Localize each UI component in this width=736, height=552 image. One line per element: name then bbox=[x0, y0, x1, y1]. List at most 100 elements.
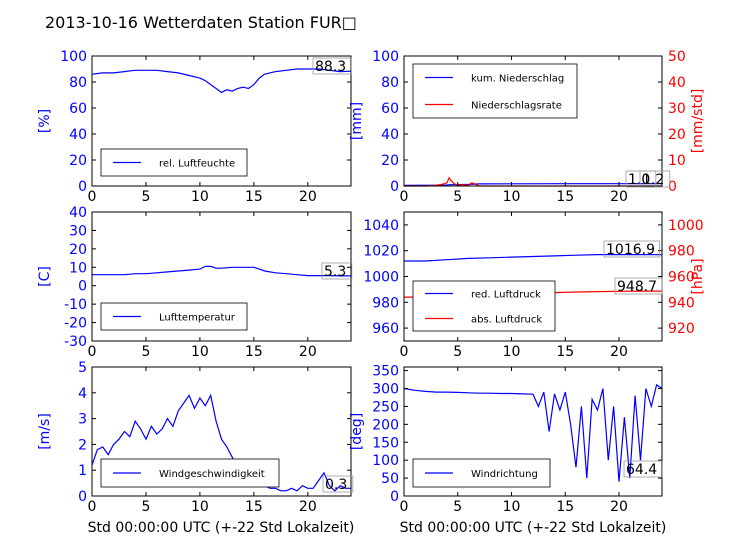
y-axis-label: [C] bbox=[37, 266, 53, 287]
x-tick-label: 5 bbox=[453, 499, 462, 515]
x-tick-label: 15 bbox=[556, 189, 574, 205]
x-tick-label: 10 bbox=[191, 344, 209, 360]
y-axis-label: [mm] bbox=[349, 102, 365, 140]
x-tick-label: 10 bbox=[503, 499, 521, 515]
y2-tick-label: 10 bbox=[668, 153, 686, 169]
series-line-0-0 bbox=[91, 68, 352, 94]
x-axis-label-left: Std 00:00:00 UTC (+-22 Std Lokalzeit) bbox=[88, 520, 355, 536]
legend-box bbox=[412, 280, 556, 332]
legend-label: Windrichtung bbox=[471, 469, 538, 480]
legend-label: red. Luftdruck bbox=[471, 290, 541, 301]
annotation-value: 1.2 bbox=[642, 172, 664, 188]
y-tick-label: 1020 bbox=[363, 244, 399, 260]
annotation-box bbox=[623, 460, 663, 478]
x-tick-label: 10 bbox=[191, 499, 209, 515]
annotation-value: 5.3 bbox=[324, 264, 346, 280]
legend-box bbox=[412, 63, 578, 119]
x-tick-label: 5 bbox=[141, 344, 150, 360]
legend-label: rel. Luftfeuchte bbox=[159, 159, 235, 170]
y-axis-label: [deg] bbox=[349, 413, 365, 450]
panel-precipitation: 0 5 10 15 20 0 20 40 60 80 100 0 10 20 30 40 50 [mm] [mm/s… bbox=[349, 49, 706, 205]
legend-label: Lufttemperatur bbox=[159, 313, 236, 324]
y-tick-label: 3 bbox=[78, 412, 87, 428]
series-line-2-0 bbox=[92, 265, 351, 277]
y-tick-label: 60 bbox=[381, 101, 399, 117]
plot-frame bbox=[91, 366, 352, 497]
y2-tick-label: 50 bbox=[668, 49, 686, 65]
legend-label: Windgeschwindigkeit bbox=[159, 469, 265, 480]
y-tick-label: 60 bbox=[69, 101, 87, 117]
x-tick-label: 20 bbox=[299, 189, 317, 205]
annotation-box bbox=[614, 277, 663, 295]
annotation-value: 64.4 bbox=[626, 462, 657, 478]
annotation-box bbox=[312, 57, 352, 75]
y-tick-label: 40 bbox=[69, 127, 87, 143]
x-tick-label: 15 bbox=[556, 499, 574, 515]
y-tick-label: 80 bbox=[381, 75, 399, 91]
panel-pressure: 0 5 10 15 20 960 980 1000 1020 1040 920 940 960 980 10… bbox=[363, 211, 706, 360]
y2-tick-label: 960 bbox=[668, 270, 695, 286]
x-tick-label: 5 bbox=[141, 499, 150, 515]
x-tick-label: 5 bbox=[453, 344, 462, 360]
legend-label: kum. Niederschlag bbox=[471, 74, 564, 85]
y-tick-label: -30 bbox=[64, 334, 87, 350]
y-tick-label: 200 bbox=[372, 417, 399, 433]
x-tick-label: 15 bbox=[245, 499, 263, 515]
annotation-box bbox=[322, 475, 354, 493]
x-tick-label: 0 bbox=[400, 344, 409, 360]
plot-frame bbox=[403, 366, 663, 497]
y-tick-label: 80 bbox=[69, 75, 87, 91]
y-tick-label: 40 bbox=[69, 205, 87, 221]
y-tick-label: 100 bbox=[60, 49, 87, 65]
y-tick-label: 960 bbox=[372, 321, 399, 337]
plot-frame bbox=[91, 55, 352, 187]
series-line-1-0 bbox=[403, 183, 662, 186]
y-tick-label: 50 bbox=[381, 471, 399, 487]
x-tick-label: 5 bbox=[141, 189, 150, 205]
x-tick-label: 15 bbox=[245, 344, 263, 360]
y-tick-label: 300 bbox=[372, 382, 399, 398]
y2-axis-label: [mm/std] bbox=[690, 89, 706, 154]
y-tick-label: 40 bbox=[381, 127, 399, 143]
series-line-5-0 bbox=[403, 383, 663, 482]
panel-wind-speed: 0 5 10 15 20 0 1 2 3 4 5 [m/s] Windgeschwindigkeit 0.… bbox=[37, 360, 354, 515]
annotation-box bbox=[321, 262, 353, 280]
x-tick-label: 20 bbox=[610, 189, 628, 205]
y-tick-label: 0 bbox=[390, 489, 399, 505]
y2-tick-label: 40 bbox=[668, 75, 686, 91]
x-tick-label: 0 bbox=[400, 499, 409, 515]
annotation-value: 88.3 bbox=[315, 59, 346, 75]
y-tick-label: 20 bbox=[69, 153, 87, 169]
annotation-value: 948.7 bbox=[617, 279, 657, 295]
legend-label: Niederschlagsrate bbox=[471, 101, 562, 112]
plot-frame bbox=[403, 55, 663, 187]
x-tick-label: 20 bbox=[299, 499, 317, 515]
y-tick-label: 30 bbox=[69, 223, 87, 239]
x-tick-label: 0 bbox=[400, 189, 409, 205]
y-axis-label: [m/s] bbox=[37, 413, 53, 450]
y-tick-label: 250 bbox=[372, 399, 399, 415]
y-tick-label: 980 bbox=[372, 295, 399, 311]
y2-tick-label: 20 bbox=[668, 127, 686, 143]
y-tick-label: 5 bbox=[78, 360, 87, 376]
annotation-value: 0.3 bbox=[325, 477, 347, 493]
y2-tick-label: 980 bbox=[668, 244, 695, 260]
plot-frame bbox=[91, 211, 352, 342]
y-tick-label: 1040 bbox=[363, 218, 399, 234]
x-tick-label: 15 bbox=[245, 189, 263, 205]
y2-tick-label: 940 bbox=[668, 295, 695, 311]
x-tick-label: 0 bbox=[88, 344, 97, 360]
annotation-value: 1016.9 bbox=[606, 242, 655, 258]
y-tick-label: 4 bbox=[78, 386, 87, 402]
y-tick-label: 1000 bbox=[363, 270, 399, 286]
y-tick-label: 2 bbox=[78, 437, 87, 453]
series-line-4-0 bbox=[91, 393, 351, 492]
panel-humidity: 0 5 10 15 20 0 20 40 60 80 100 [%] rel. Luftfeuchte 8… bbox=[37, 49, 352, 205]
panel-wind-direction: 0 5 10 15 20050100150200250300350[deg]Windri… bbox=[349, 364, 663, 515]
y2-tick-label: 0 bbox=[668, 179, 677, 195]
y-tick-label: 10 bbox=[69, 260, 87, 276]
legend-label: abs. Luftdruck bbox=[471, 315, 542, 326]
x-tick-label: 20 bbox=[610, 344, 628, 360]
annotation-box bbox=[603, 240, 660, 258]
